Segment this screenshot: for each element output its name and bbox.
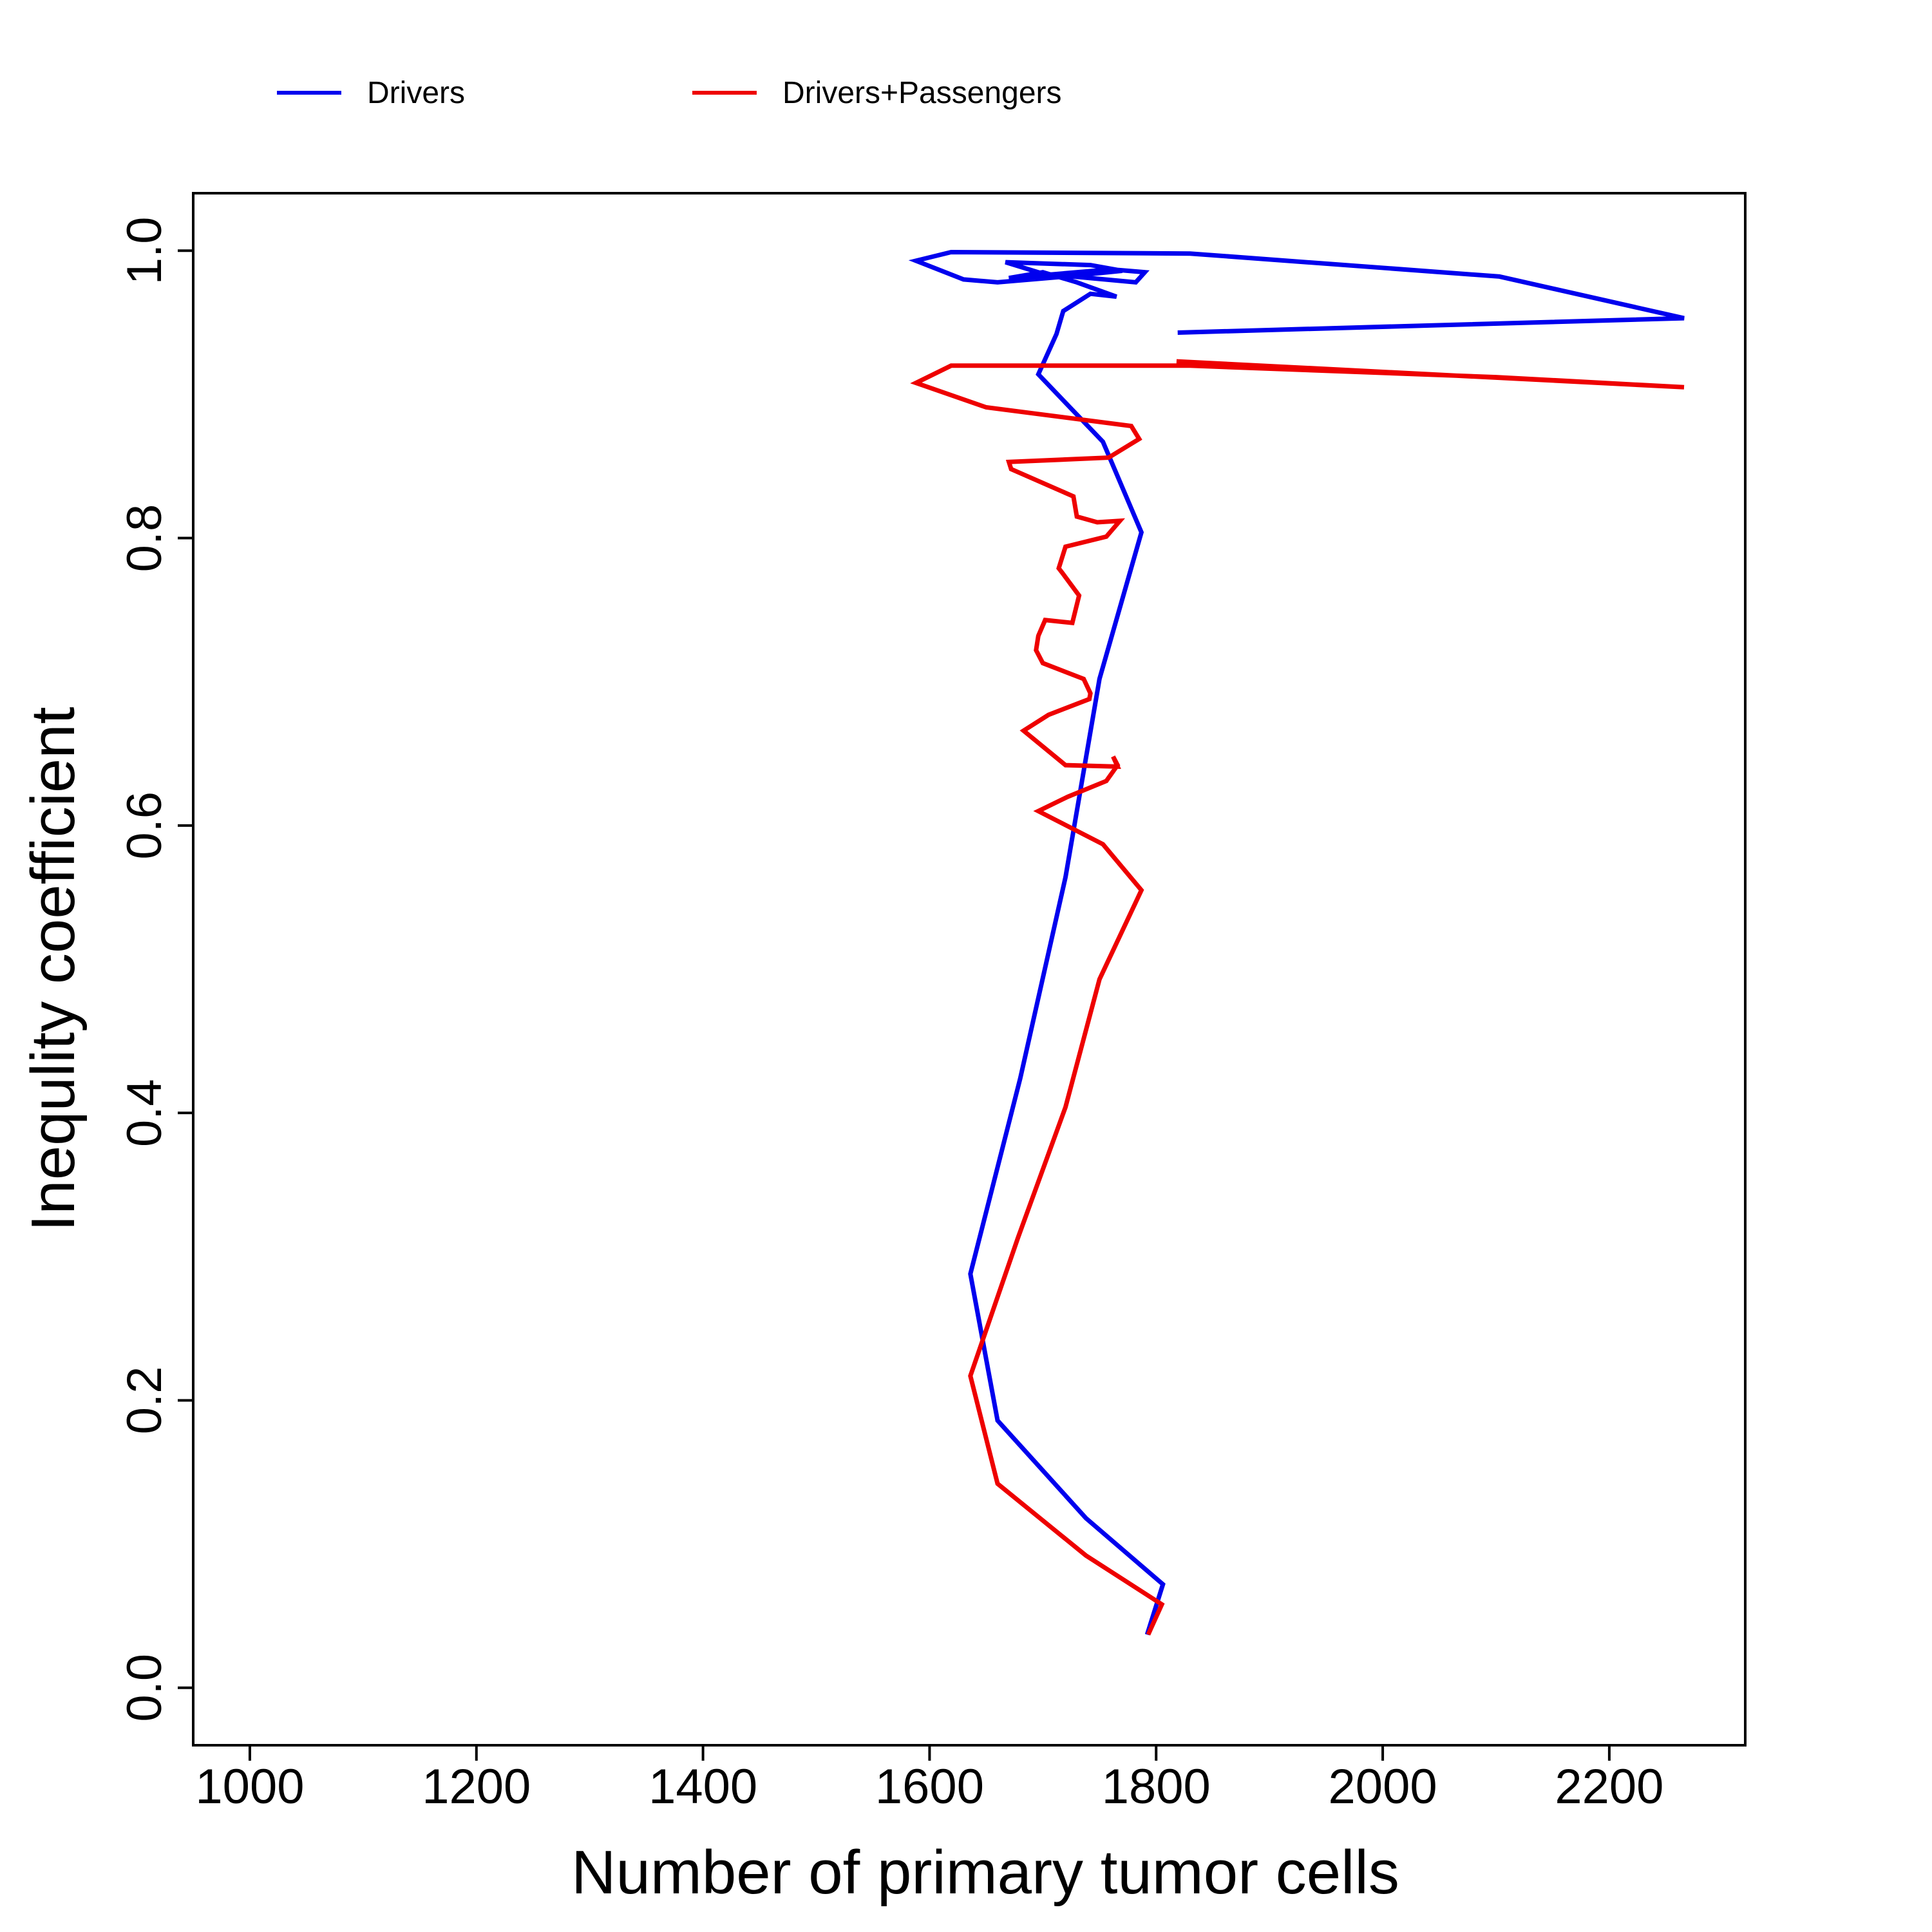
y-tick-label: 0.0 bbox=[117, 1654, 172, 1722]
legend: Drivers Drivers+Passengers bbox=[277, 76, 1062, 110]
plot-frame bbox=[192, 192, 1747, 1747]
y-axis-title: Inequlity coefficient bbox=[19, 707, 88, 1232]
series-line-drivers-passengers bbox=[910, 359, 1685, 1636]
x-axis: 1000 1200 1400 1600 1800 2000 2200 bbox=[195, 1745, 1663, 1814]
x-tick-label: 1600 bbox=[875, 1759, 984, 1814]
y-tick-label: 0.4 bbox=[117, 1079, 172, 1147]
x-tick-label: 1800 bbox=[1102, 1759, 1211, 1814]
y-tick-label: 0.2 bbox=[117, 1367, 172, 1435]
x-tick-label: 1000 bbox=[195, 1759, 304, 1814]
x-tick-label: 1200 bbox=[422, 1759, 531, 1814]
series-layer bbox=[908, 249, 1685, 1636]
x-tick-label: 2200 bbox=[1555, 1759, 1663, 1814]
legend-label: Drivers bbox=[367, 76, 465, 110]
y-axis: 0.0 0.2 0.4 0.6 0.8 1.0 bbox=[117, 216, 193, 1722]
x-axis-title: Number of primary tumor cells bbox=[571, 1838, 1399, 1907]
y-tick-label: 0.6 bbox=[117, 791, 172, 860]
y-tick-label: 0.8 bbox=[117, 504, 172, 573]
y-tick-label: 1.0 bbox=[117, 216, 172, 285]
x-tick-label: 2000 bbox=[1329, 1759, 1437, 1814]
legend-label: Drivers+Passengers bbox=[782, 76, 1062, 110]
x-tick-label: 1400 bbox=[649, 1759, 757, 1814]
series-line-drivers bbox=[908, 249, 1685, 1636]
